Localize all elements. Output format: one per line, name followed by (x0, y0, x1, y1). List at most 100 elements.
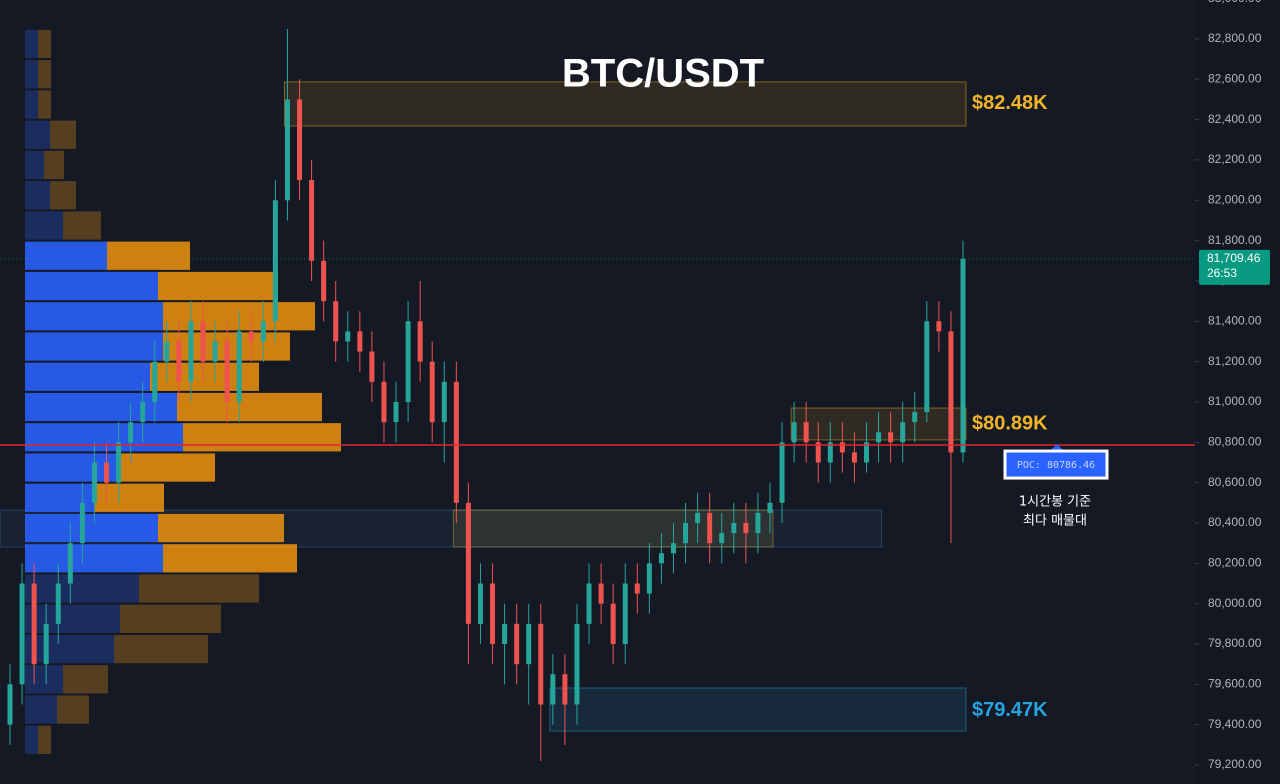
profile-sell-bar (177, 392, 322, 422)
last-price-tag (1199, 249, 1270, 285)
y-tick-label: 81,400.00 (1208, 313, 1262, 327)
candle-body (417, 321, 423, 362)
profile-sell-bar (163, 544, 297, 573)
y-tick-label: 82,400.00 (1208, 112, 1262, 126)
profile-buy-bar (25, 241, 107, 270)
candle-body (658, 553, 664, 564)
profile-buy-bar (25, 604, 120, 633)
profile-sell-bar (183, 423, 341, 452)
profile-buy-bar (25, 211, 63, 240)
candle-body (490, 583, 496, 645)
candle-body (598, 583, 604, 604)
candle-body (695, 512, 701, 524)
candle-body (779, 442, 785, 503)
candle-body (610, 603, 616, 645)
profile-buy-bar (25, 60, 38, 89)
candle-body (67, 543, 73, 584)
candle-body (562, 674, 568, 705)
candle-body (31, 583, 37, 665)
profile-buy-bar (25, 181, 50, 210)
candle-body (646, 563, 652, 594)
candle-body (212, 341, 218, 362)
y-tick-label: 82,000.00 (1208, 192, 1262, 206)
annotation: 1시간봉 기준 (1019, 495, 1091, 510)
candle-body (405, 321, 411, 402)
y-tick-label: 81,800.00 (1208, 233, 1262, 247)
poc-box (1003, 449, 1109, 480)
candle-body (839, 442, 845, 453)
profile-sell-bar (38, 90, 51, 119)
candle-body (236, 331, 242, 402)
candle-body (670, 543, 676, 554)
profile-sell-bar (50, 181, 76, 210)
candle-body (936, 321, 942, 332)
candle-body (683, 523, 689, 544)
y-tick-label: 79,600.00 (1208, 677, 1262, 691)
candle-body (526, 623, 532, 665)
candle-body (128, 422, 134, 443)
candles (7, 28, 966, 762)
profile-sell-bar (120, 453, 215, 482)
candle-body (55, 583, 61, 624)
candle-body (393, 401, 399, 423)
zone (283, 81, 967, 127)
profile-sell-bar (107, 241, 190, 270)
profile-buy-bar (25, 725, 38, 754)
profile-sell-bar (38, 60, 51, 89)
profile-sell-bar (63, 665, 108, 694)
candle-body (441, 381, 447, 423)
candle-body (888, 432, 894, 443)
candle-body (767, 502, 773, 513)
candle-body (224, 341, 230, 402)
y-tick-label: 80,800.00 (1208, 434, 1262, 448)
profile-sell-bar (158, 271, 278, 301)
y-tick-label: 79,400.00 (1208, 717, 1262, 731)
profile-sell-bar (158, 513, 284, 543)
y-tick-label: 82,600.00 (1208, 71, 1262, 85)
candle-body (297, 99, 303, 181)
candle-body (791, 422, 797, 443)
candle-body (152, 361, 158, 402)
y-tick-label: 82,200.00 (1208, 152, 1262, 166)
profile-sell-bar (50, 120, 76, 149)
candle-body (586, 583, 592, 624)
candle-body (477, 583, 483, 624)
candle-body (104, 462, 110, 483)
profile-sell-bar (44, 150, 64, 180)
candle-body (900, 422, 906, 443)
profile-buy-bar (25, 665, 63, 694)
candle-body (19, 583, 25, 685)
profile-buy-bar (25, 120, 50, 149)
candle-body (851, 452, 857, 463)
y-tick-label: 81,200.00 (1208, 354, 1262, 368)
candle-body (116, 442, 122, 483)
price-axis-panel (1195, 0, 1280, 784)
y-tick-label: 82,800.00 (1208, 31, 1262, 45)
candle-body (164, 341, 170, 362)
candle-body (188, 321, 194, 382)
candle-body (622, 583, 628, 645)
annotation: 최다 매물대 (1023, 514, 1087, 529)
poc-pointer (1050, 444, 1064, 452)
y-tick-label: 80,400.00 (1208, 515, 1262, 529)
candle-body (803, 422, 809, 443)
profile-sell-bar (114, 634, 208, 664)
profile-sell-bar (38, 725, 51, 754)
candle-body (755, 512, 761, 534)
profile-buy-bar (25, 392, 177, 422)
profile-buy-bar (25, 574, 139, 603)
countdown: 26:53 (1207, 266, 1237, 280)
zone-label: $80.89K (972, 412, 1048, 434)
profile-buy-bar (25, 150, 44, 180)
candle-body (333, 301, 339, 342)
candle-body (453, 381, 459, 503)
profile-sell-bar (95, 483, 164, 512)
candle-body (876, 432, 882, 443)
chart-title: BTC/USDT (562, 52, 764, 96)
candle-body (707, 512, 713, 544)
candle-body (284, 99, 290, 201)
candle-body (731, 523, 737, 534)
candle-body (815, 442, 821, 463)
